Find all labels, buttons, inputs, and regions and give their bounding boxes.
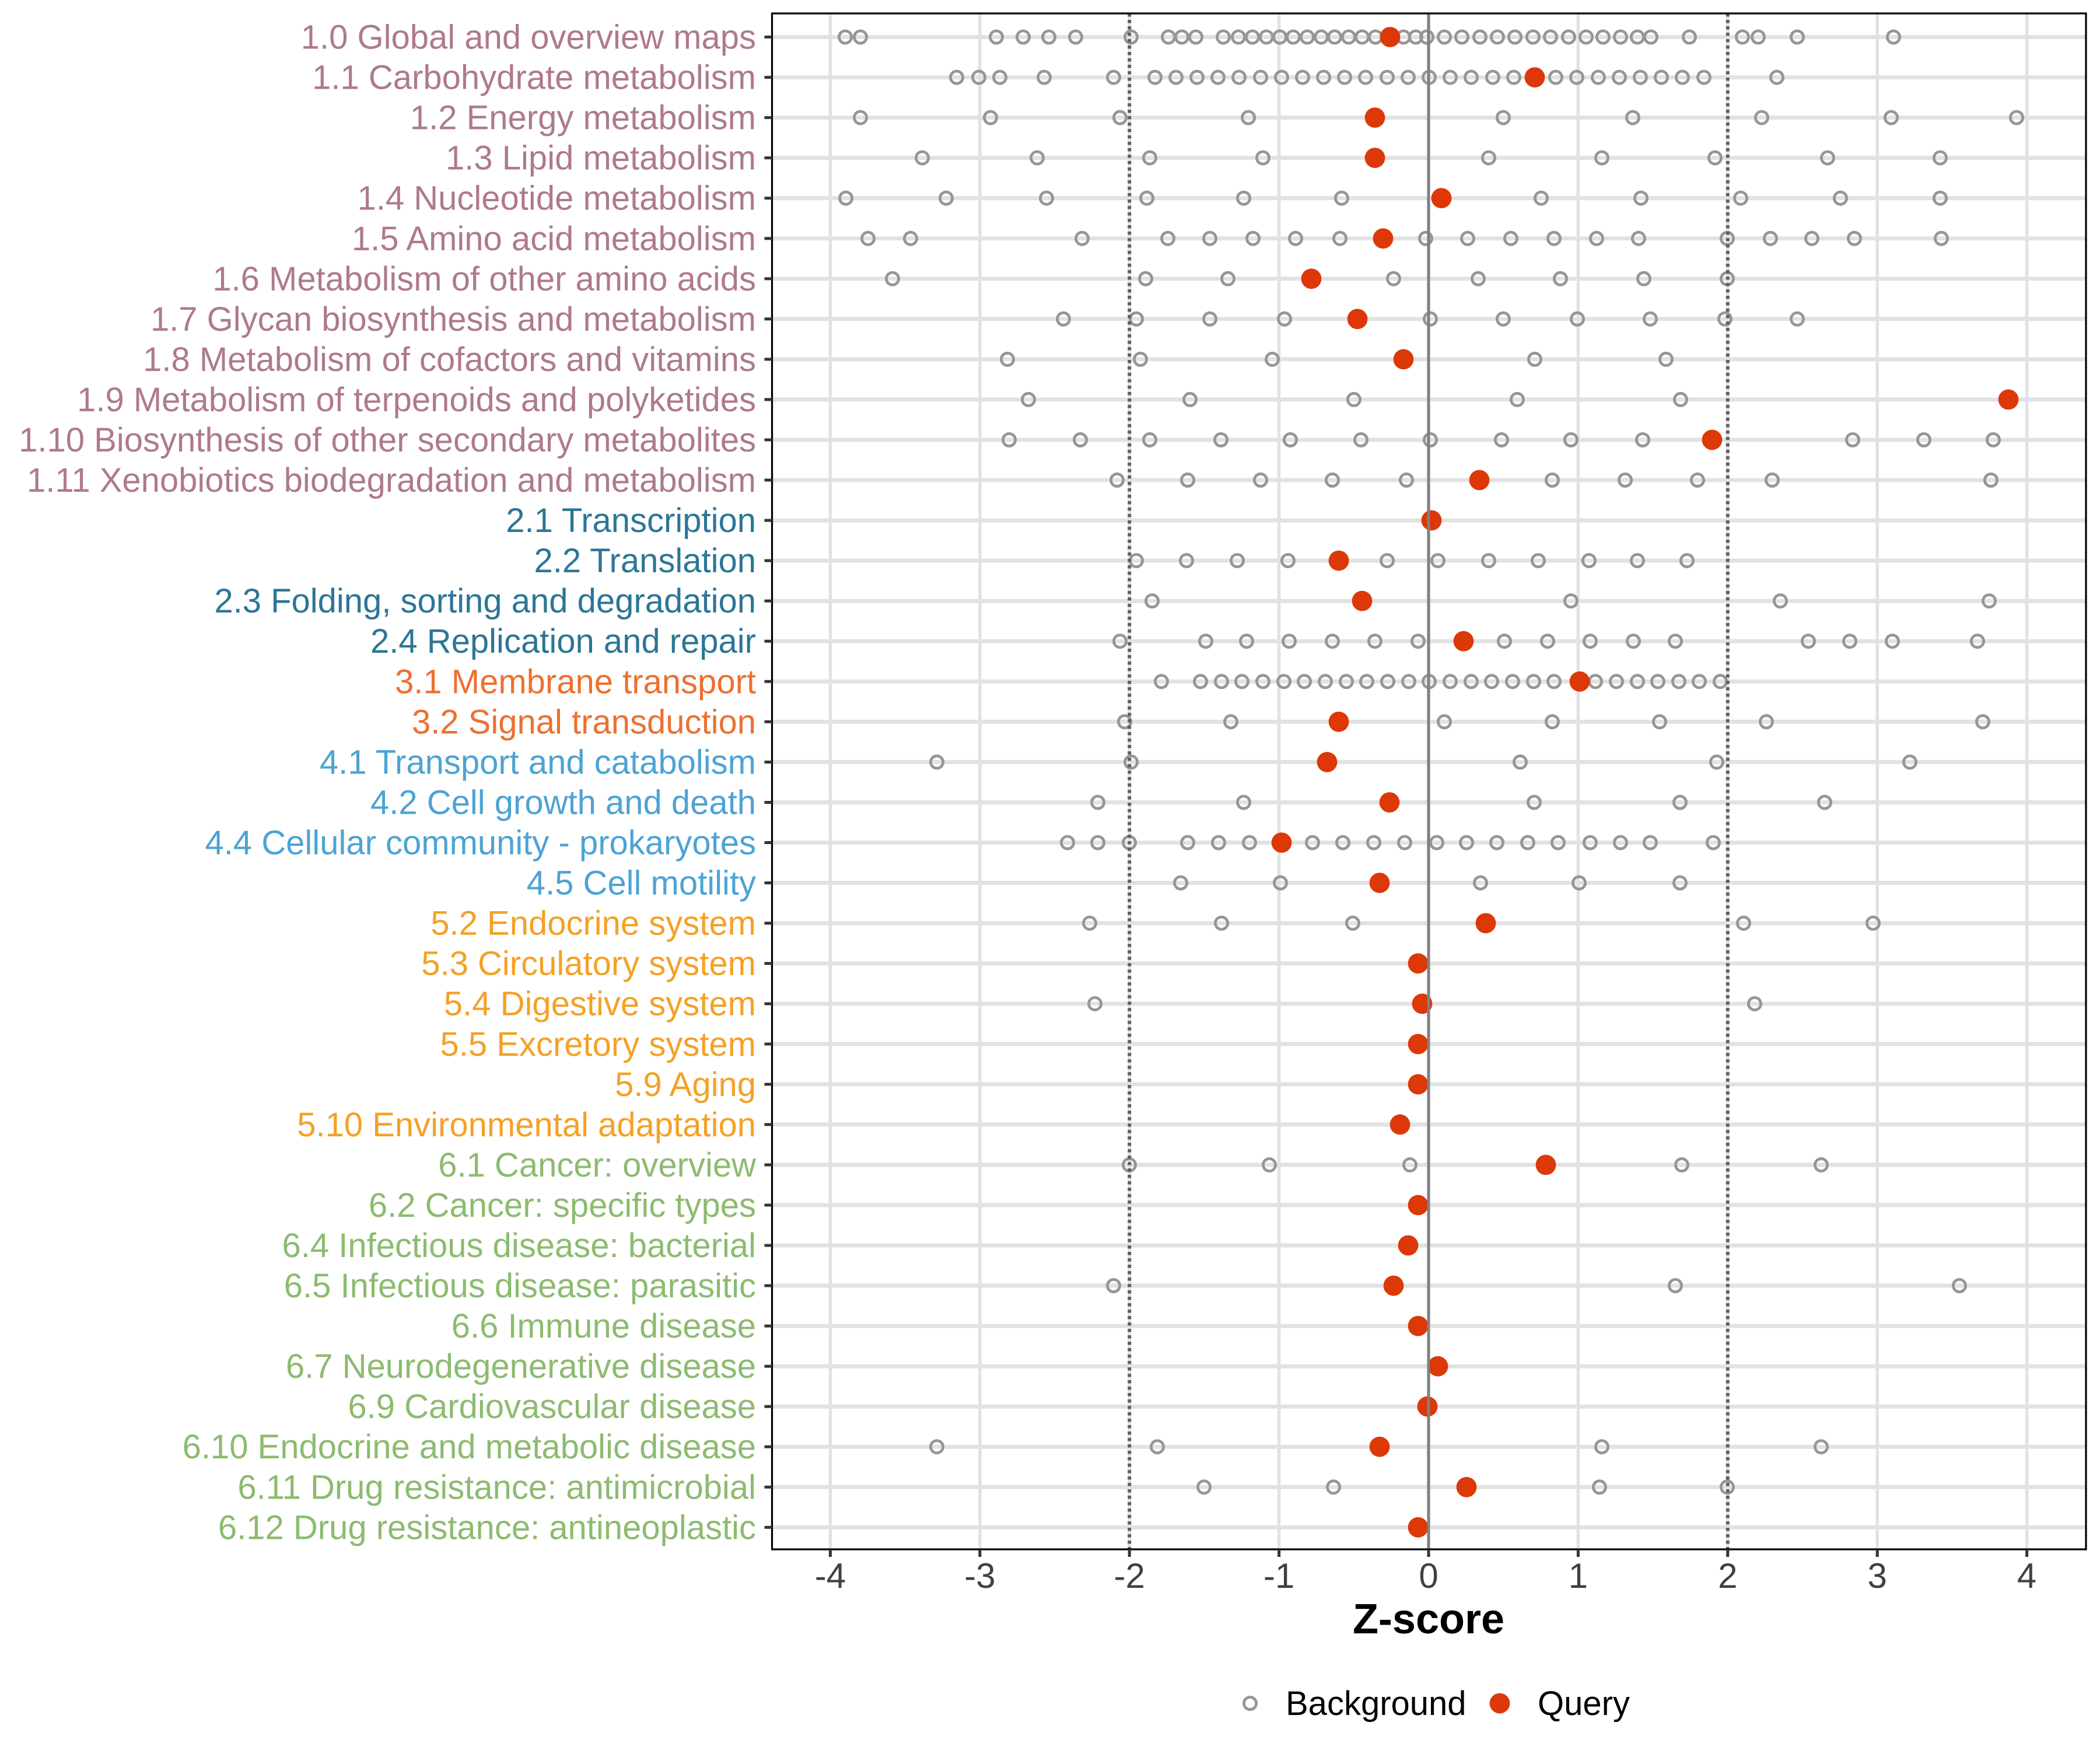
svg-text:3.1 Membrane transport: 3.1 Membrane transport [395,663,756,701]
svg-text:4.4 Cellular community - proka: 4.4 Cellular community - prokaryotes [205,824,756,862]
svg-text:2.2 Translation: 2.2 Translation [534,542,756,580]
svg-text:4.1 Transport and catabolism: 4.1 Transport and catabolism [320,743,756,781]
svg-text:6.7 Neurodegenerative disease: 6.7 Neurodegenerative disease [286,1348,756,1385]
svg-text:-3: -3 [964,1556,995,1595]
svg-text:1.2 Energy metabolism: 1.2 Energy metabolism [410,99,756,137]
svg-text:3.2 Signal transduction: 3.2 Signal transduction [412,703,756,741]
svg-text:5.9 Aging: 5.9 Aging [615,1066,756,1104]
svg-text:1.8 Metabolism of cofactors an: 1.8 Metabolism of cofactors and vitamins [143,341,756,379]
svg-text:6.12 Drug resistance: antineop: 6.12 Drug resistance: antineoplastic [218,1508,756,1546]
svg-text:1.3 Lipid metabolism: 1.3 Lipid metabolism [446,139,756,177]
svg-text:1: 1 [1569,1556,1588,1595]
svg-text:2.1 Transcription: 2.1 Transcription [506,502,756,540]
svg-text:5.10 Environmental adaptation: 5.10 Environmental adaptation [297,1106,756,1144]
svg-text:Background: Background [1286,1685,1466,1723]
svg-text:1.7 Glycan biosynthesis and me: 1.7 Glycan biosynthesis and metabolism [150,300,756,338]
svg-text:4.2 Cell growth and death: 4.2 Cell growth and death [370,784,756,822]
svg-text:2.3 Folding, sorting and degra: 2.3 Folding, sorting and degradation [214,582,756,620]
svg-text:-2: -2 [1114,1556,1145,1595]
svg-text:6.11 Drug resistance: antimicr: 6.11 Drug resistance: antimicrobial [237,1468,756,1506]
svg-text:6.10 Endocrine and metabolic d: 6.10 Endocrine and metabolic disease [183,1428,756,1466]
svg-text:5.4 Digestive system: 5.4 Digestive system [444,985,756,1023]
svg-text:5.3 Circulatory system: 5.3 Circulatory system [421,945,756,983]
svg-text:4: 4 [2017,1556,2036,1595]
svg-text:3: 3 [1868,1556,1887,1595]
svg-text:0: 0 [1419,1556,1438,1595]
svg-text:1.5 Amino acid metabolism: 1.5 Amino acid metabolism [352,220,756,258]
svg-text:1.6 Metabolism of other amino: 1.6 Metabolism of other amino acids [212,260,756,298]
svg-text:1.11 Xenobiotics biodegradatio: 1.11 Xenobiotics biodegradation and meta… [27,461,756,499]
svg-text:6.5 Infectious disease: parasi: 6.5 Infectious disease: parasitic [284,1267,756,1305]
svg-text:5.5 Excretory system: 5.5 Excretory system [440,1026,756,1063]
svg-text:1.1 Carbohydrate metabolism: 1.1 Carbohydrate metabolism [312,59,756,97]
svg-text:1.0 Global and overview maps: 1.0 Global and overview maps [301,19,756,57]
svg-text:6.1 Cancer: overview: 6.1 Cancer: overview [438,1146,757,1184]
svg-text:1.10 Biosynthesis of other sec: 1.10 Biosynthesis of other secondary met… [19,421,756,459]
svg-text:4.5 Cell motility: 4.5 Cell motility [527,864,756,902]
svg-text:1.9 Metabolism of terpenoids a: 1.9 Metabolism of terpenoids and polyket… [77,381,756,419]
svg-text:Query: Query [1538,1685,1630,1723]
svg-text:1.4 Nucleotide metabolism: 1.4 Nucleotide metabolism [358,180,756,218]
svg-text:6.6 Immune disease: 6.6 Immune disease [452,1307,756,1345]
svg-text:2: 2 [1718,1556,1737,1595]
svg-text:-4: -4 [815,1556,846,1595]
svg-text:5.2 Endocrine system: 5.2 Endocrine system [430,905,756,943]
svg-text:Z-score: Z-score [1353,1596,1504,1643]
svg-text:2.4 Replication and repair: 2.4 Replication and repair [370,622,756,660]
svg-text:6.9 Cardiovascular disease: 6.9 Cardiovascular disease [348,1388,756,1426]
svg-text:6.2 Cancer: specific types: 6.2 Cancer: specific types [369,1186,756,1224]
svg-text:6.4 Infectious disease: bacter: 6.4 Infectious disease: bacterial [282,1227,756,1265]
svg-text:-1: -1 [1264,1556,1294,1595]
